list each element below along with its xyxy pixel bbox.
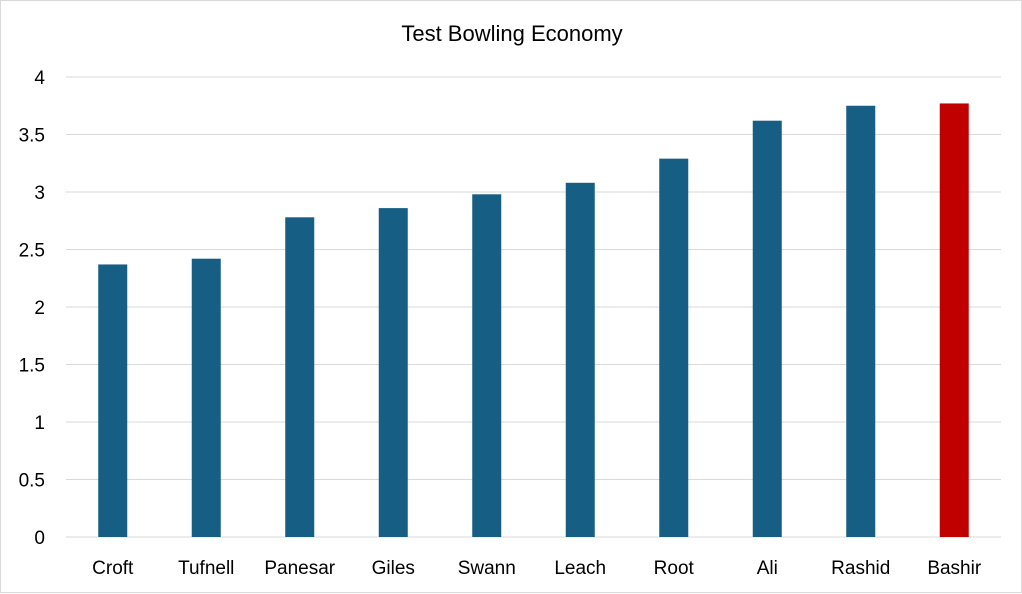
bar-leach: [565, 182, 595, 538]
bar-root: [659, 158, 689, 537]
y-tick-label: 2.5: [19, 241, 45, 262]
y-tick-label: 1: [34, 413, 45, 434]
y-tick-label: 3: [34, 183, 45, 204]
bars: [98, 103, 969, 538]
x-category-label: Leach: [554, 558, 606, 579]
x-category-label: Rashid: [831, 558, 890, 579]
y-tick-label: 3.5: [19, 126, 45, 147]
bar-ali: [752, 120, 782, 537]
y-tick-label: 4: [34, 68, 45, 89]
y-tick-label: 2: [34, 298, 45, 319]
bar-bashir: [939, 103, 969, 537]
y-tick-label: 0.5: [19, 471, 45, 492]
gridlines: [66, 76, 1001, 538]
bar-croft: [98, 264, 128, 537]
x-category-label: Swann: [458, 558, 516, 579]
x-category-label: Ali: [757, 558, 778, 579]
x-category-label: Tufnell: [178, 558, 234, 579]
x-category-label: Panesar: [264, 558, 335, 579]
bar-giles: [378, 208, 408, 537]
x-category-label: Croft: [92, 558, 134, 579]
x-category-label: Bashir: [927, 558, 982, 579]
y-tick-label: 1.5: [19, 356, 45, 377]
bar-swann: [472, 194, 502, 538]
chart-title: Test Bowling Economy: [401, 21, 622, 46]
bar-rashid: [846, 105, 876, 537]
x-category-label: Root: [654, 558, 695, 579]
bar-tufnell: [191, 258, 221, 537]
y-axis-tick-labels: 0 0.5 1 1.5 2 2.5 3 3.5 4: [19, 68, 46, 549]
x-axis-category-labels: Croft Tufnell Panesar Giles Swann Leach Root Al…: [92, 558, 982, 579]
x-category-label: Giles: [372, 558, 415, 579]
y-tick-label: 0: [34, 528, 45, 549]
bar-panesar: [285, 217, 315, 538]
